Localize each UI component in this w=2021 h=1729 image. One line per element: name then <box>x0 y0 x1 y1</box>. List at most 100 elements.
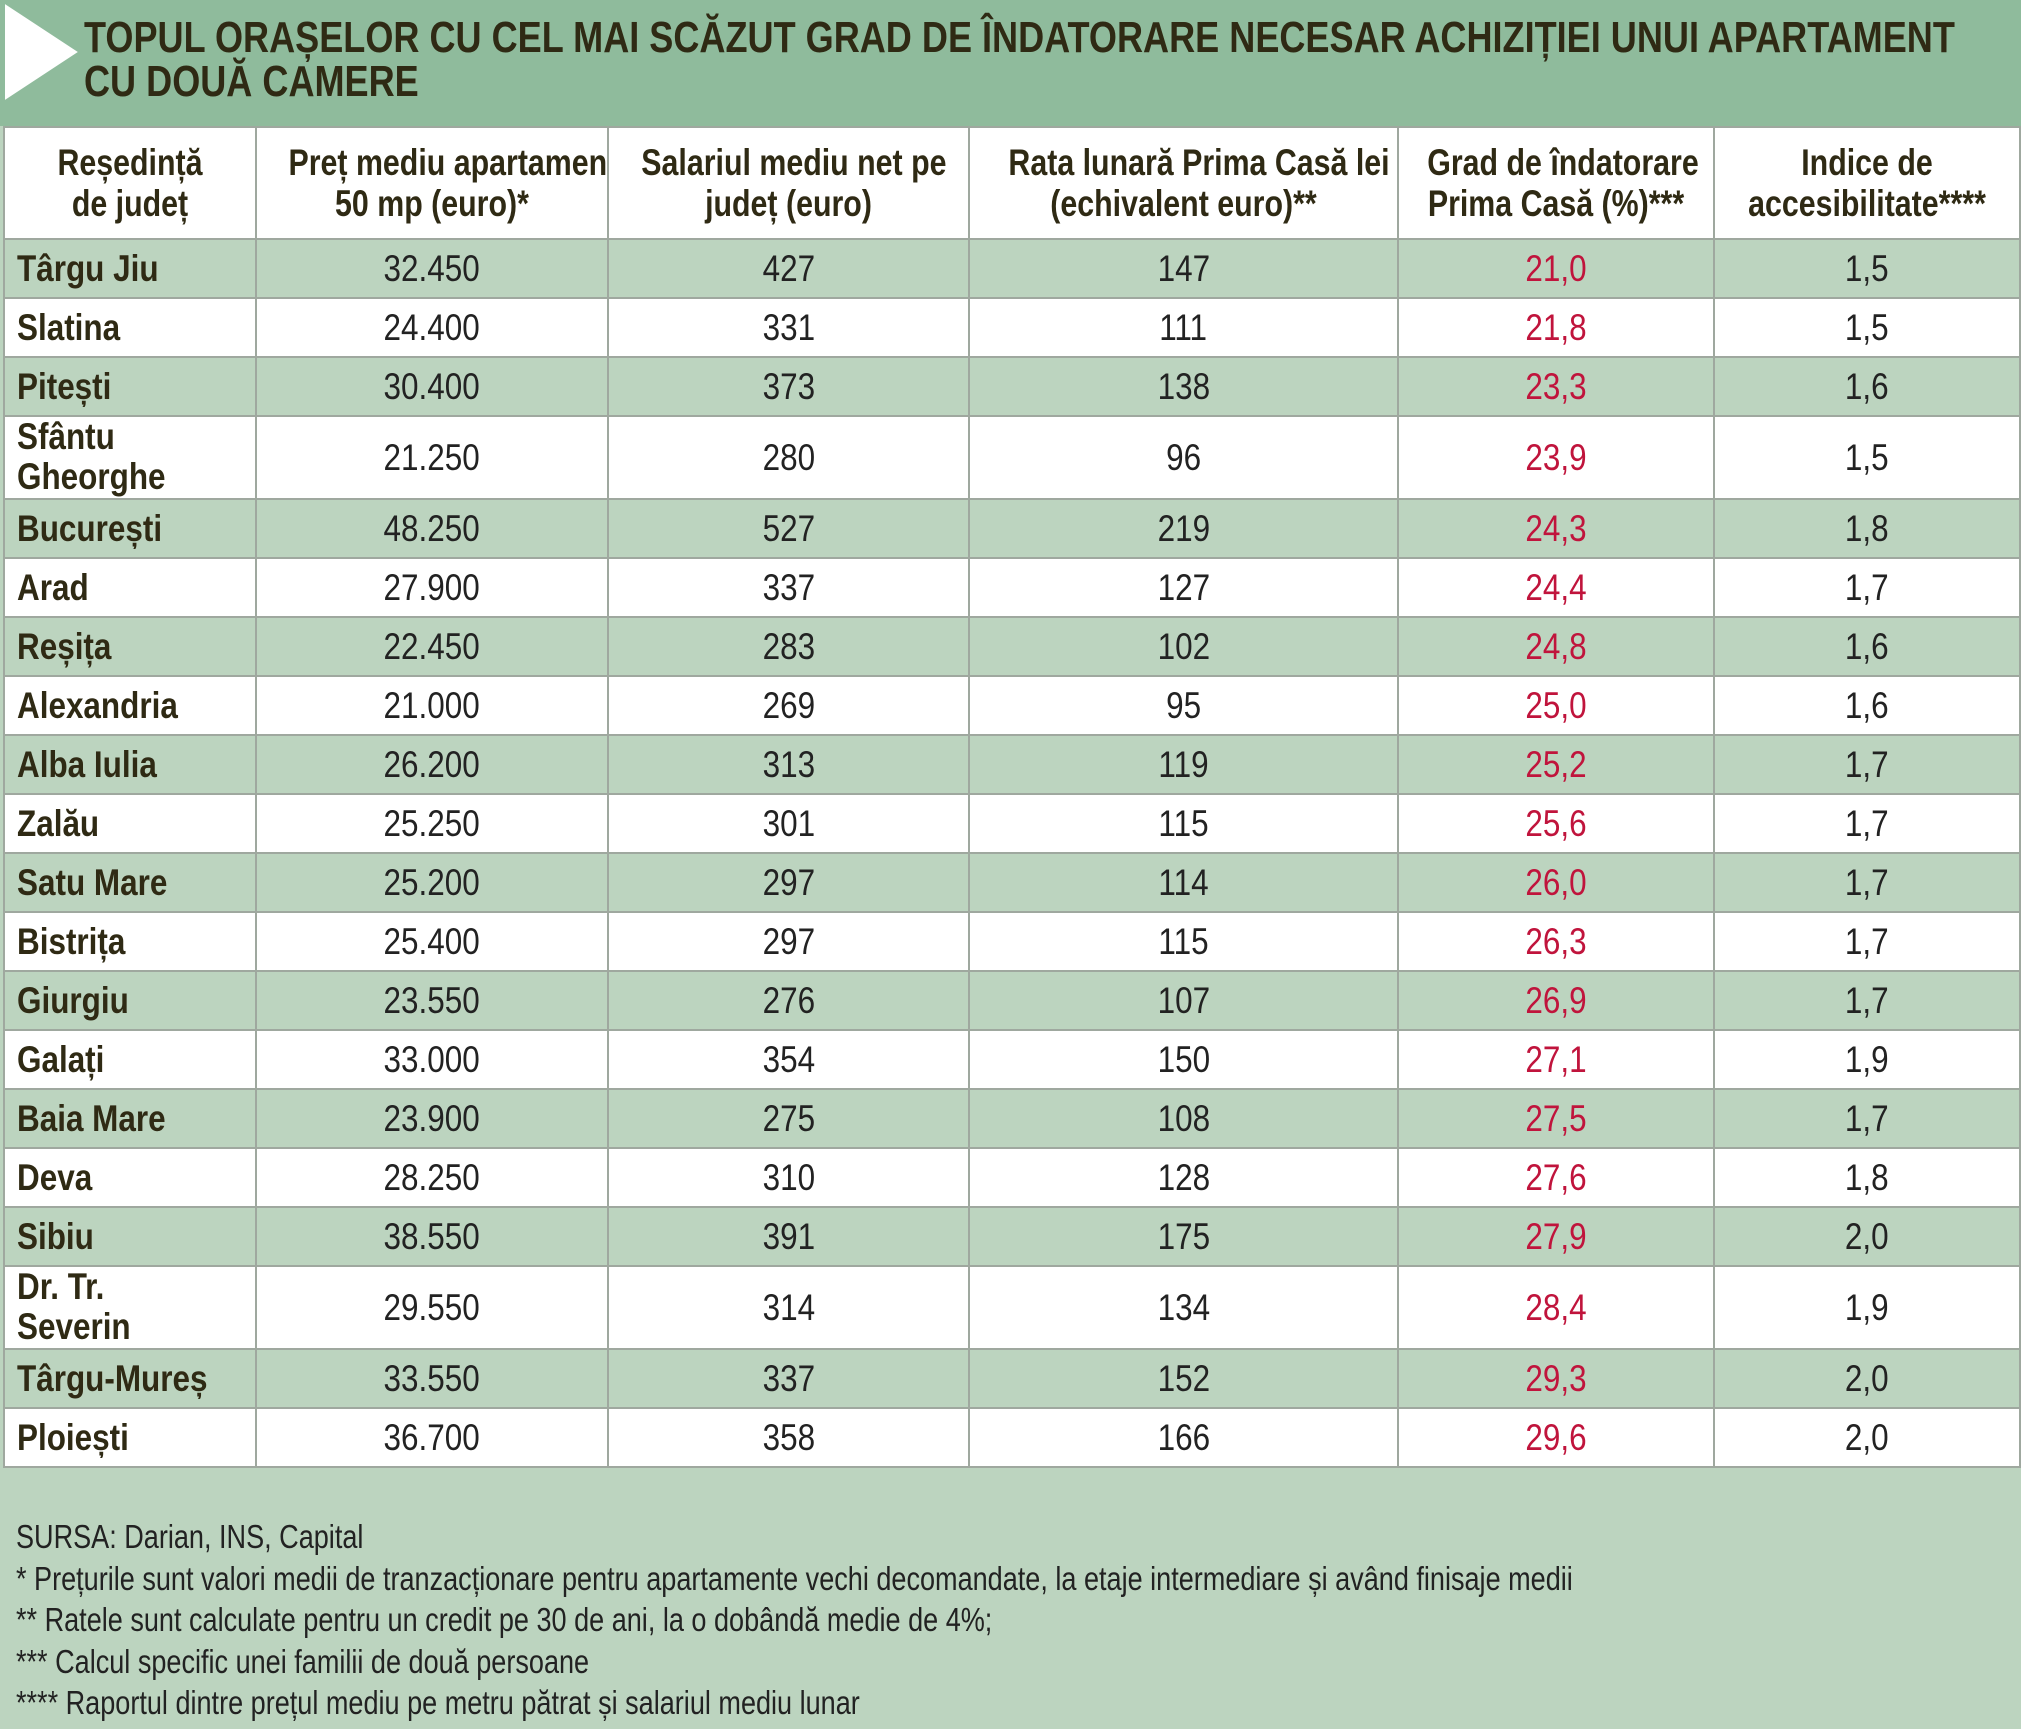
monthly-rate-cell: 119 <box>968 734 1399 795</box>
monthly-rate-cell: 107 <box>968 970 1399 1031</box>
city-cell: Alexandria <box>3 675 257 736</box>
header-salary: Salariul mediu net pe județ (euro) <box>607 126 970 240</box>
cell-value: 26,9 <box>1525 979 1587 1021</box>
salary-cell: 314 <box>607 1265 970 1350</box>
cell-value: 115 <box>1158 920 1209 962</box>
cell-value: 1,5 <box>1845 436 1889 478</box>
cell-value: 2,0 <box>1845 1416 1889 1458</box>
cell-value: 134 <box>1157 1286 1210 1328</box>
cell-value: 152 <box>1157 1357 1210 1399</box>
cell-value: 25,6 <box>1525 802 1587 844</box>
price-cell: 30.400 <box>255 356 609 417</box>
price-cell: 24.400 <box>255 297 609 358</box>
cell-value: 21,0 <box>1525 247 1587 289</box>
title-bar: TOPUL ORAȘELOR CU CEL MAI SCĂZUT GRAD DE… <box>0 0 2021 126</box>
cell-value: 331 <box>762 306 815 348</box>
city-cell: Satu Mare <box>3 852 257 913</box>
price-cell: 23.900 <box>255 1088 609 1149</box>
city-cell: Târgu Jiu <box>3 238 257 299</box>
cell-value: Pitești <box>17 365 112 407</box>
debt-ratio-cell: 26,9 <box>1397 970 1715 1031</box>
cell-value: 29,3 <box>1525 1357 1587 1399</box>
salary-cell: 297 <box>607 852 970 913</box>
table-row: Pitești 30.400 373 138 23,3 1,6 <box>3 356 2021 417</box>
cell-value: 2,0 <box>1845 1357 1889 1399</box>
cell-value: 1,5 <box>1845 306 1889 348</box>
cell-value: 175 <box>1157 1215 1210 1257</box>
city-cell: Sibiu <box>3 1206 257 1267</box>
salary-cell: 427 <box>607 238 970 299</box>
accessibility-cell: 1,5 <box>1713 297 2021 358</box>
city-cell: Deva <box>3 1147 257 1208</box>
salary-cell: 354 <box>607 1029 970 1090</box>
cell-value: 21.000 <box>383 684 481 726</box>
city-cell: Târgu-Mureș <box>3 1348 257 1409</box>
monthly-rate-cell: 108 <box>968 1088 1399 1149</box>
cell-value: 1,8 <box>1845 1156 1889 1198</box>
table-row: Reșița 22.450 283 102 24,8 1,6 <box>3 616 2021 677</box>
header-price: Preț mediu apartament 50 mp (euro)* <box>255 126 609 240</box>
price-cell: 23.550 <box>255 970 609 1031</box>
salary-cell: 373 <box>607 356 970 417</box>
price-cell: 48.250 <box>255 498 609 559</box>
header-label-line: Prima Casă (%)*** <box>1427 183 1685 224</box>
table-row: Galați 33.000 354 150 27,1 1,9 <box>3 1029 2021 1090</box>
footnote-line: **** Raportul dintre prețul mediu pe met… <box>16 1684 860 1721</box>
monthly-rate-cell: 138 <box>968 356 1399 417</box>
table-row: Satu Mare 25.200 297 114 26,0 1,7 <box>3 852 2021 913</box>
cell-value: 25,0 <box>1525 684 1587 726</box>
debt-ratio-cell: 27,6 <box>1397 1147 1715 1208</box>
table-row: Alba Iulia 26.200 313 119 25,2 1,7 <box>3 734 2021 795</box>
debt-ratio-cell: 24,8 <box>1397 616 1715 677</box>
monthly-rate-cell: 175 <box>968 1206 1399 1267</box>
debt-ratio-cell: 23,3 <box>1397 356 1715 417</box>
price-cell: 33.550 <box>255 1348 609 1409</box>
header-label-line: de județ <box>71 183 189 224</box>
cell-value: București <box>17 507 163 549</box>
accessibility-cell: 1,7 <box>1713 793 2021 854</box>
city-cell: Sfântu Gheorghe <box>3 415 257 500</box>
accessibility-cell: 1,7 <box>1713 734 2021 795</box>
cell-value: 36.700 <box>383 1416 481 1458</box>
cell-value: Dr. Tr. Severin <box>17 1266 131 1347</box>
city-cell: Dr. Tr. Severin <box>3 1265 257 1350</box>
cell-value: 1,6 <box>1845 684 1889 726</box>
cell-value: 1,8 <box>1845 507 1889 549</box>
cell-value: 1,6 <box>1845 365 1889 407</box>
city-cell: Pitești <box>3 356 257 417</box>
table-row: Dr. Tr. Severin 29.550 314 134 28,4 1,9 <box>3 1265 2021 1350</box>
debt-ratio-cell: 29,6 <box>1397 1407 1715 1468</box>
monthly-rate-cell: 115 <box>968 911 1399 972</box>
table-row: Târgu Jiu 32.450 427 147 21,0 1,5 <box>3 238 2021 299</box>
cell-value: 358 <box>762 1416 815 1458</box>
salary-cell: 283 <box>607 616 970 677</box>
salary-cell: 276 <box>607 970 970 1031</box>
price-cell: 26.200 <box>255 734 609 795</box>
cell-value: 27,6 <box>1525 1156 1587 1198</box>
cell-value: 128 <box>1157 1156 1210 1198</box>
monthly-rate-cell: 166 <box>968 1407 1399 1468</box>
accessibility-cell: 1,7 <box>1713 852 2021 913</box>
table-row: Ploiești 36.700 358 166 29,6 2,0 <box>3 1407 2021 1468</box>
accessibility-cell: 1,9 <box>1713 1029 2021 1090</box>
cell-value: 219 <box>1157 507 1210 549</box>
source-line: SURSA: Darian, INS, Capital <box>16 1518 364 1555</box>
cell-value: Bistrița <box>17 920 126 962</box>
debt-ratio-cell: 25,6 <box>1397 793 1715 854</box>
cell-value: 27,9 <box>1525 1215 1587 1257</box>
cell-value: 310 <box>762 1156 815 1198</box>
cell-value: 114 <box>1158 861 1209 903</box>
cell-value: 1,7 <box>1845 802 1889 844</box>
header-label: Indice de accesibilitate**** <box>1742 142 1991 224</box>
debt-ratio-cell: 21,8 <box>1397 297 1715 358</box>
footnote-line: *** Calcul specific unei familii de două… <box>16 1642 590 1680</box>
cell-value: 27,5 <box>1525 1097 1587 1139</box>
accessibility-cell: 1,7 <box>1713 557 2021 618</box>
cell-value: 21,8 <box>1525 306 1587 348</box>
cell-value: Arad <box>17 566 89 608</box>
salary-cell: 313 <box>607 734 970 795</box>
page-title: TOPUL ORAȘELOR CU CEL MAI SCĂZUT GRAD DE… <box>84 16 1955 104</box>
cell-value: 23,9 <box>1525 436 1587 478</box>
data-table: Reședință de județ Preț mediu apartament 50… <box>3 126 2021 1468</box>
